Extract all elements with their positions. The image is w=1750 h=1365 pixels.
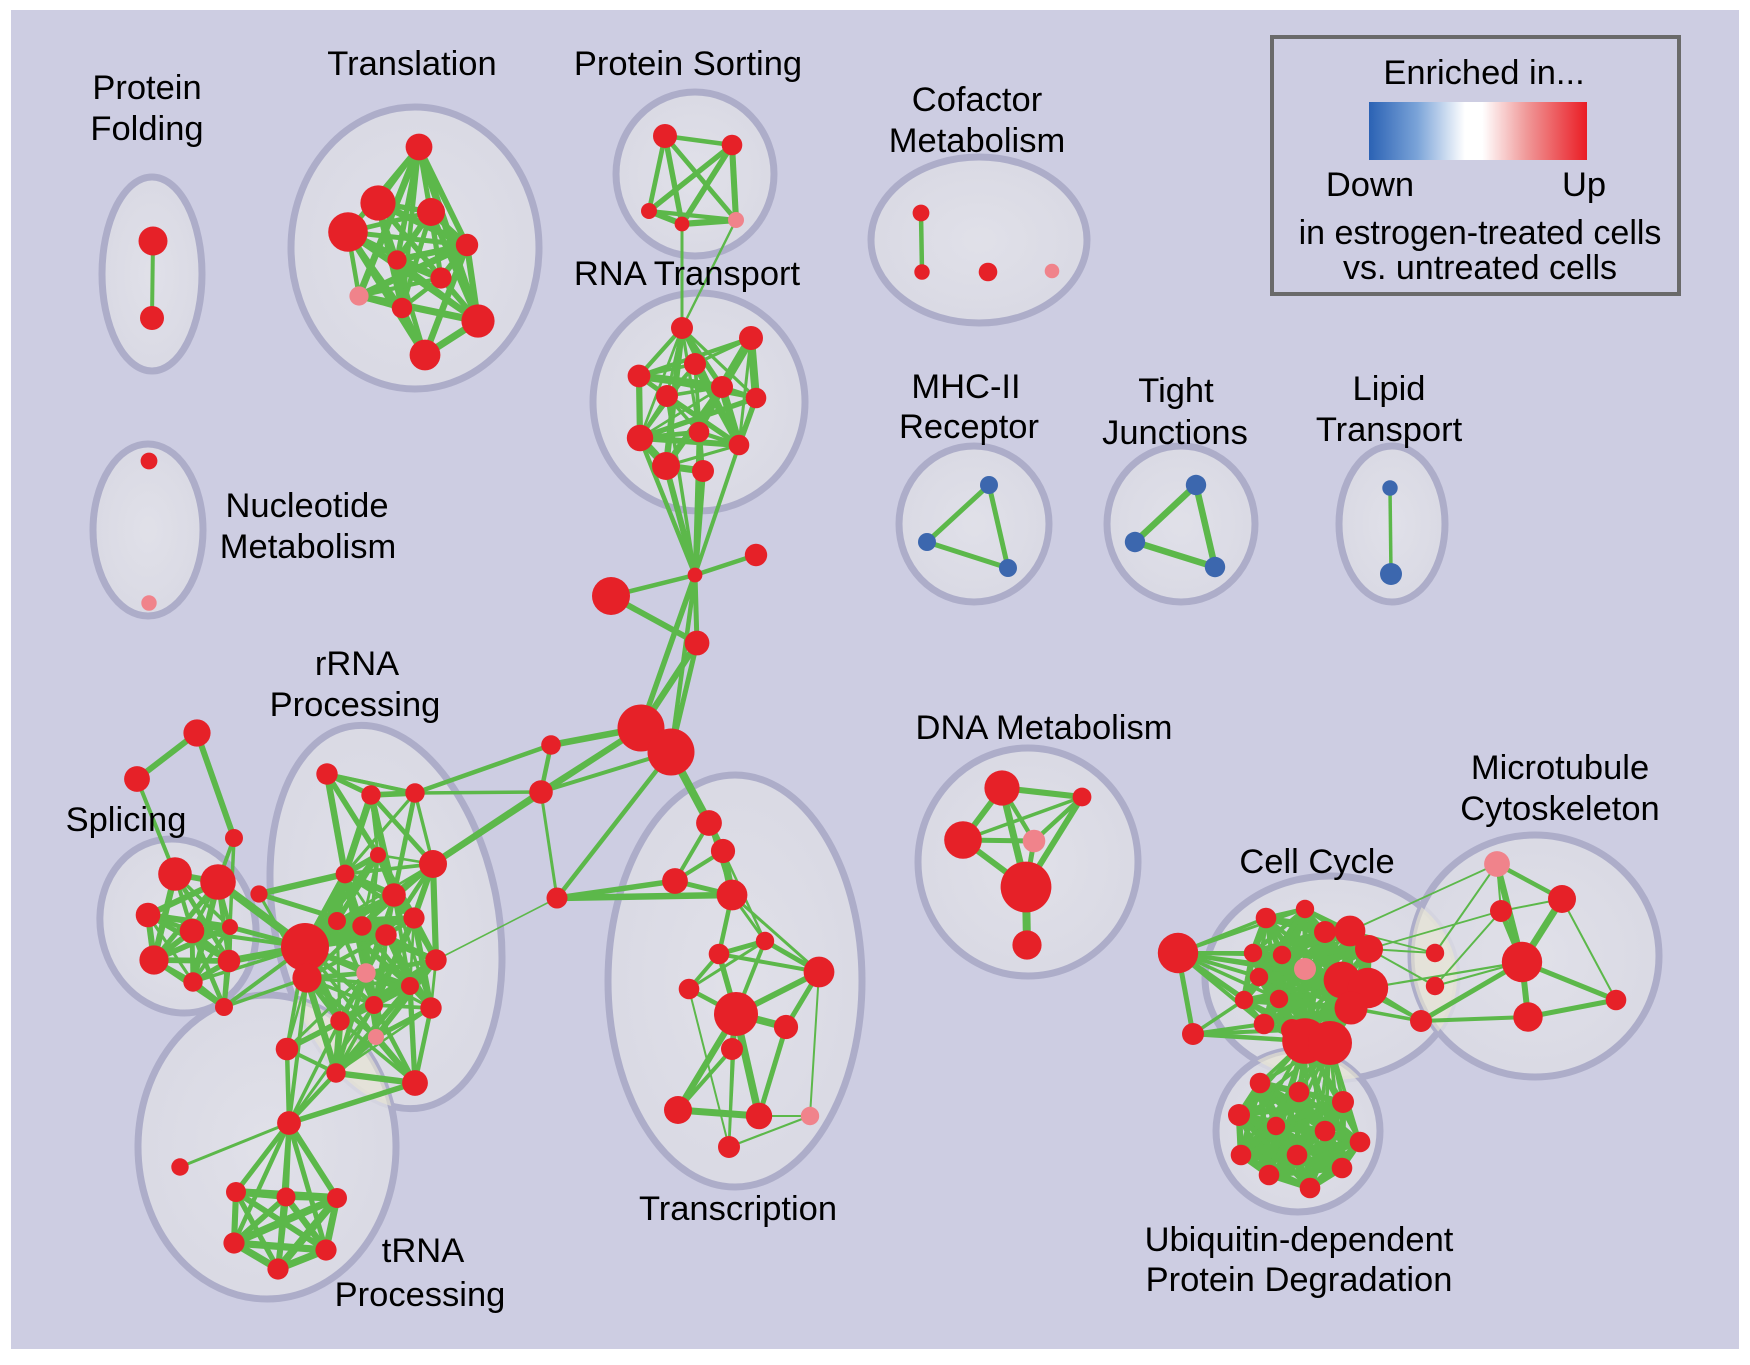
svg-text:Translation: Translation [327,45,496,83]
svg-text:Ubiquitin-dependent: Ubiquitin-dependent [1145,1221,1454,1259]
svg-text:RNA Transport: RNA Transport [574,255,801,293]
svg-text:tRNA: tRNA [382,1232,464,1270]
svg-text:Microtubule: Microtubule [1471,749,1649,787]
svg-text:Down: Down [1326,166,1414,204]
svg-text:Cytoskeleton: Cytoskeleton [1460,790,1659,828]
svg-text:Up: Up [1562,166,1606,204]
svg-text:Transcription: Transcription [639,1190,837,1228]
svg-text:Folding: Folding [90,110,203,148]
svg-text:MHC-II: MHC-II [911,368,1020,406]
svg-text:rRNA: rRNA [315,645,399,683]
svg-text:Enriched in...: Enriched in... [1383,54,1584,92]
svg-text:Processing: Processing [270,686,441,724]
svg-text:Cofactor: Cofactor [912,81,1042,119]
svg-text:Protein Degradation: Protein Degradation [1146,1261,1453,1299]
svg-text:in estrogen-treated cells: in estrogen-treated cells [1299,214,1662,252]
svg-text:Splicing: Splicing [66,801,187,839]
svg-text:Junctions: Junctions [1102,414,1248,452]
svg-text:Processing: Processing [335,1276,506,1314]
svg-text:Tight: Tight [1138,372,1214,410]
svg-text:Nucleotide: Nucleotide [225,487,388,525]
svg-text:DNA Metabolism: DNA Metabolism [916,709,1173,747]
svg-text:Cell Cycle: Cell Cycle [1239,843,1394,881]
svg-text:Metabolism: Metabolism [889,122,1065,160]
svg-text:Metabolism: Metabolism [220,528,396,566]
svg-text:Transport: Transport [1316,411,1463,449]
svg-text:vs. untreated cells: vs. untreated cells [1343,249,1617,287]
svg-text:Receptor: Receptor [899,408,1039,446]
svg-text:Protein: Protein [92,69,201,107]
svg-text:Lipid: Lipid [1353,370,1426,408]
svg-text:Protein Sorting: Protein Sorting [574,45,802,83]
